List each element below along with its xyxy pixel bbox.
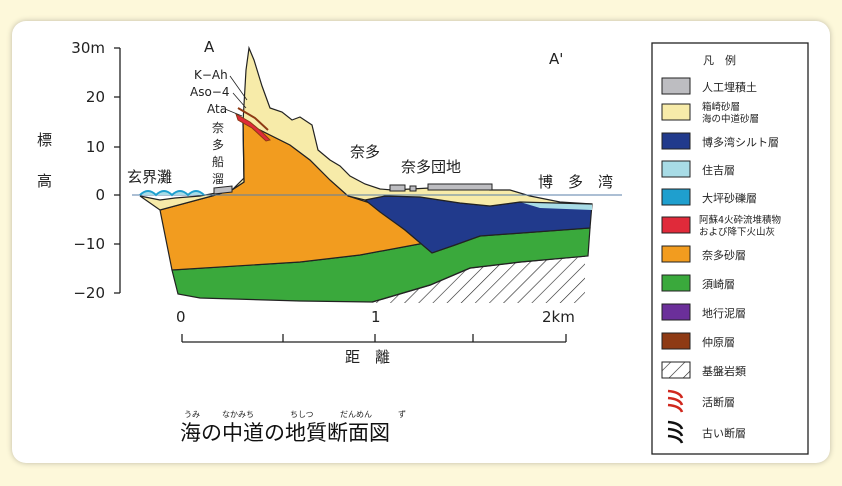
legend-swatch-hakozaki-sand [661, 103, 691, 121]
legend-swatch-sumiyoshi [661, 160, 691, 178]
legend-swatch-basement [661, 361, 691, 379]
legend-title: 凡 例 [703, 53, 736, 67]
ruby-danmen: だんめん [340, 410, 372, 419]
legend-label-aso4: 阿蘇4火砕流堆積物 [699, 214, 782, 226]
y-tick-0: 0 [95, 186, 105, 204]
x-tick-0: 0 [176, 308, 186, 326]
legend-label-nakamichi-sand: 海の中道砂層 [702, 113, 759, 125]
figure-title-group: うみ なかみち ちしつ だんめん ず 海の中道の地質断面図 [180, 409, 406, 445]
legend: 凡 例 人工埋積土 箱崎砂層 海の中道砂層 博多湾シルト層 住吉層 大坪砂礫層 … [651, 42, 809, 455]
label-funadamari-1: 奈 [212, 121, 224, 135]
section-start-label: A [204, 38, 215, 56]
legend-label-sumiyoshi: 住吉層 [702, 163, 735, 177]
legend-swatch-artificial-fill [661, 77, 691, 95]
y-tick-minus20: −20 [73, 284, 105, 302]
genkai-waves [139, 190, 205, 197]
figure-title: 海の中道の地質断面図 [180, 421, 390, 445]
legend-label-artificial-fill: 人工埋積土 [702, 80, 757, 94]
legend-label-aso4-ash: および降下火山灰 [699, 226, 775, 238]
section-end-label: A' [549, 50, 563, 68]
legend-label-active-fault: 活断層 [702, 395, 735, 409]
y-tick-10: 10 [86, 138, 105, 156]
legend-label-old-fault: 古い断層 [702, 426, 746, 440]
legend-label-ohtsubo: 大坪砂礫層 [702, 191, 757, 205]
label-genkainada: 玄界灘 [127, 168, 172, 186]
legend-label-suzaki: 須崎層 [702, 277, 735, 291]
legend-swatch-nakabaru [661, 332, 691, 350]
label-aso4: Aso−4 [190, 85, 230, 99]
legend-label-nakabaru: 仲原層 [702, 335, 735, 349]
ruby-umi: うみ [184, 410, 200, 419]
legend-label-basement: 基盤岩類 [702, 364, 746, 378]
y-tick-20: 20 [86, 88, 105, 106]
y-tick-minus10: −10 [73, 235, 105, 253]
y-axis-title-top: 標 [37, 131, 52, 149]
legend-label-hakozaki-sand: 箱崎砂層 [702, 101, 740, 113]
layer-aso4 [235, 112, 271, 142]
ruby-zu: ず [398, 409, 406, 419]
legend-swatch-active-fault [667, 389, 684, 413]
label-hakata-bay: 博 多 湾 [538, 173, 613, 191]
label-funadamari-2: 多 [212, 138, 224, 152]
y-axis-title-bottom: 高 [37, 172, 52, 190]
legend-swatch-nata-sand [661, 245, 691, 263]
legend-swatch-old-fault [667, 420, 684, 444]
legend-swatch-ohtsubo [661, 188, 691, 206]
label-nata: 奈多 [350, 143, 380, 161]
ruby-nakamichi: なかみち [222, 410, 254, 419]
label-funadamari-3: 船 [212, 155, 224, 169]
x-axis: 0 1 2km 距 離 [176, 308, 575, 366]
legend-swatch-suzaki [661, 274, 691, 292]
label-funadamari-4: 溜 [212, 171, 224, 186]
x-axis-title: 距 離 [345, 348, 390, 366]
label-ata: Ata [207, 102, 227, 116]
y-tick-30: 30m [71, 39, 105, 57]
layer-artificial-fill-left [213, 185, 233, 195]
legend-label-nata-sand: 奈多砂層 [702, 248, 746, 262]
legend-swatch-hakata-silt [661, 132, 691, 150]
legend-swatch-aso4 [661, 216, 691, 234]
layer-artificial-fill-danchi [389, 183, 493, 192]
legend-label-jigyo: 地行泥層 [702, 307, 746, 320]
legend-label-hakata-silt: 博多湾シルト層 [702, 135, 779, 149]
ruby-chishitsu: ちしつ [290, 410, 314, 419]
y-axis: 30m 20 10 0 −10 −20 標 高 [37, 39, 121, 302]
label-k-ah: K−Ah [194, 68, 228, 82]
legend-swatch-jigyo [661, 303, 691, 321]
label-nata-danchi: 奈多団地 [401, 158, 461, 176]
geologic-layers [132, 45, 622, 303]
layer-basement [372, 256, 585, 303]
x-tick-1: 1 [371, 308, 381, 326]
x-tick-2km: 2km [542, 308, 575, 326]
